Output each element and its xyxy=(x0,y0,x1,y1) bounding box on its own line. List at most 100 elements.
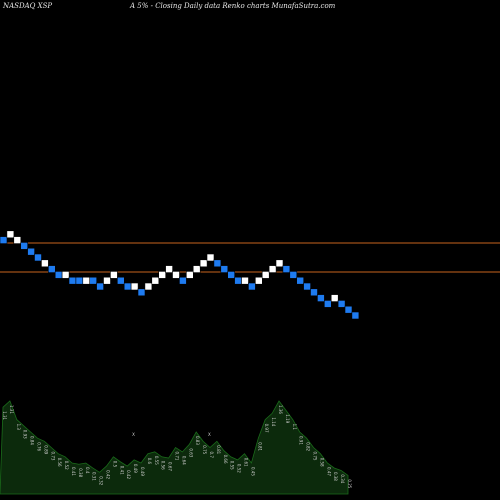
volume-label: 0.45 xyxy=(250,467,255,476)
volume-label: 1.14 xyxy=(271,417,276,426)
volume-marker: X xyxy=(132,432,135,437)
renko-brick-down xyxy=(47,265,56,273)
volume-label: 0.89 xyxy=(43,445,48,454)
renko-brick-down xyxy=(303,282,311,291)
renko-brick-up xyxy=(330,294,339,302)
renko-brick-up xyxy=(186,271,194,279)
renko-brick-up xyxy=(6,230,15,239)
volume-label: 0.61 xyxy=(244,458,249,467)
renko-brick-up xyxy=(268,265,277,273)
renko-brick-up xyxy=(172,271,180,279)
renko-brick-up xyxy=(103,276,111,285)
volume-label: 0.73 xyxy=(50,452,55,461)
chart-caption: A 5% - Closing Daily data Renko charts M… xyxy=(129,2,336,10)
volume-label: 0.25 xyxy=(347,479,352,488)
volume-label: 1.31 xyxy=(2,411,7,420)
renko-brick-down xyxy=(296,276,305,285)
renko-brick-down xyxy=(310,288,318,297)
volume-label: 0.93 xyxy=(23,430,28,439)
renko-brick-down xyxy=(20,242,29,250)
renko-brick-down xyxy=(96,282,104,291)
volume-label: 1.36 xyxy=(278,405,283,414)
renko-brick-up xyxy=(261,271,270,279)
volume-label: 0.42 xyxy=(106,470,111,479)
renko-brick-down xyxy=(282,265,291,273)
renko-brick-down xyxy=(344,305,353,314)
renko-brick-up xyxy=(82,276,91,285)
renko-brick-down xyxy=(337,300,346,308)
volume-label: 0.66 xyxy=(223,455,228,464)
renko-brick-up xyxy=(275,259,284,268)
renko-brick-down xyxy=(213,259,222,268)
volume-label: 0.7 xyxy=(209,452,214,459)
renko-brick-up xyxy=(41,259,49,268)
renko-brick-up xyxy=(130,282,139,291)
renko-brick-down xyxy=(248,282,256,291)
volume-label: 0.52 xyxy=(64,461,69,470)
volume-label: 0.81 xyxy=(257,442,262,451)
volume-label: 0.64 xyxy=(181,456,186,465)
volume-label: 0.91 xyxy=(299,436,304,445)
renko-brick-down xyxy=(0,236,8,244)
volume-label: 0.75 xyxy=(313,452,318,461)
renko-brick-up xyxy=(110,271,118,279)
volume-label: 0.97 xyxy=(264,424,269,433)
volume-label: 0.83 xyxy=(195,436,200,445)
renko-brick-down xyxy=(317,294,325,302)
volume-label: 0.49 xyxy=(140,467,145,476)
volume-label: 0.55 xyxy=(230,461,235,470)
volume-label: 0.41 xyxy=(119,466,124,475)
renko-brick-up xyxy=(61,271,70,279)
volume-label: 0.76 xyxy=(37,442,42,451)
ticker-label: NASDAQ XSP xyxy=(2,2,52,10)
volume-label: 0.67 xyxy=(168,462,173,471)
volume-label: 0.52 xyxy=(237,464,242,473)
renko-brick-down xyxy=(220,265,229,273)
renko-brick-up xyxy=(144,282,153,291)
renko-brick-up xyxy=(13,236,22,244)
renko-brick-up xyxy=(192,265,201,273)
renko-brick-up xyxy=(165,265,173,273)
renko-brick-down xyxy=(75,276,84,285)
volume-label: 0.49 xyxy=(133,464,138,473)
volume-label: 0.58 xyxy=(319,458,324,467)
volume-label: 0.5 xyxy=(112,461,117,468)
renko-brick-down xyxy=(323,300,332,308)
renko-brick-up xyxy=(241,276,249,285)
volume-label: 0.38 xyxy=(78,468,83,477)
volume-area: 1.311.311.30.930.840.76 0.890.730.56 0.520… xyxy=(0,400,352,495)
volume-label: 0.31 xyxy=(92,472,97,481)
volume-label: 1.19 xyxy=(285,414,290,423)
renko-brick-up xyxy=(206,253,215,262)
renko-brick-down xyxy=(34,253,42,262)
volume-label: 1.31 xyxy=(9,405,14,414)
volume-label: 0.81 xyxy=(216,445,221,454)
renko-brick-down xyxy=(54,271,63,279)
renko-brick-up xyxy=(158,271,166,279)
renko-brick-down xyxy=(351,311,360,320)
volume-label: 0.32 xyxy=(99,476,104,485)
volume-label: 0.56 xyxy=(57,458,62,467)
volume-label: 0.75 xyxy=(202,445,207,454)
volume-label: 0.82 xyxy=(306,442,311,451)
reference-lines xyxy=(0,242,500,273)
volume-label: 0.84 xyxy=(30,436,35,445)
volume-label: 0.56 xyxy=(161,461,166,470)
volume-label: 0.34 xyxy=(340,474,345,483)
volume-area-path xyxy=(0,400,349,495)
volume-label: 0.41 xyxy=(71,467,76,476)
volume-label: 0.47 xyxy=(326,467,331,476)
renko-brick-down xyxy=(27,247,35,256)
volume-label: 0.6 xyxy=(147,458,152,465)
volume-label: 0.4 xyxy=(85,467,90,474)
renko-brick-up xyxy=(199,259,208,268)
renko-brick-down xyxy=(137,288,146,297)
renko-brick-down xyxy=(68,276,77,285)
renko-brick-down xyxy=(117,276,125,285)
renko-brick-down xyxy=(289,271,298,279)
volume-label: 0.55 xyxy=(154,456,159,465)
volume-label: 1.3 xyxy=(16,424,21,431)
renko-brick-up xyxy=(151,276,160,285)
volume-label: 1.1 xyxy=(292,424,297,431)
